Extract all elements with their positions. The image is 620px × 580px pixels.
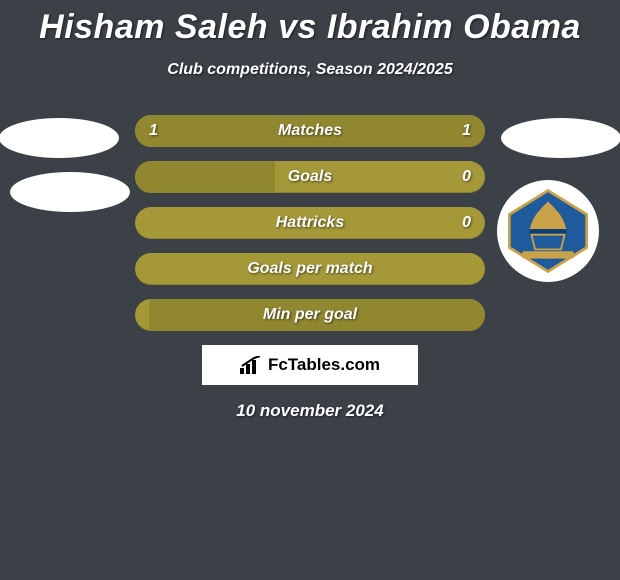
stat-value-right: 1 <box>462 122 471 140</box>
stat-row: Goals per match <box>135 253 485 285</box>
stats-comparison-block: 1 1 Matches 0 Goals 0 Hattricks Goals per match… <box>0 115 620 331</box>
stat-label: Goals <box>288 168 332 186</box>
report-date: 10 november 2024 <box>0 401 620 421</box>
stat-row: Min per goal <box>135 299 485 331</box>
brand-footer: FcTables.com <box>202 345 418 385</box>
page-subtitle: Club competitions, Season 2024/2025 <box>0 61 620 79</box>
stat-label: Hattricks <box>276 214 344 232</box>
stat-row: 1 1 Matches <box>135 115 485 147</box>
stat-value-left: 1 <box>149 122 158 140</box>
page-title: Hisham Saleh vs Ibrahim Obama <box>0 0 620 47</box>
stat-label: Min per goal <box>263 306 357 324</box>
stat-row: 0 Hattricks <box>135 207 485 239</box>
stat-label: Goals per match <box>247 260 372 278</box>
stat-value-right: 0 <box>462 168 471 186</box>
stat-fill-left <box>135 161 275 193</box>
brand-text: FcTables.com <box>268 355 380 375</box>
bar-chart-icon <box>240 356 262 374</box>
stat-value-right: 0 <box>462 214 471 232</box>
stat-row: 0 Goals <box>135 161 485 193</box>
stat-label: Matches <box>278 122 342 140</box>
